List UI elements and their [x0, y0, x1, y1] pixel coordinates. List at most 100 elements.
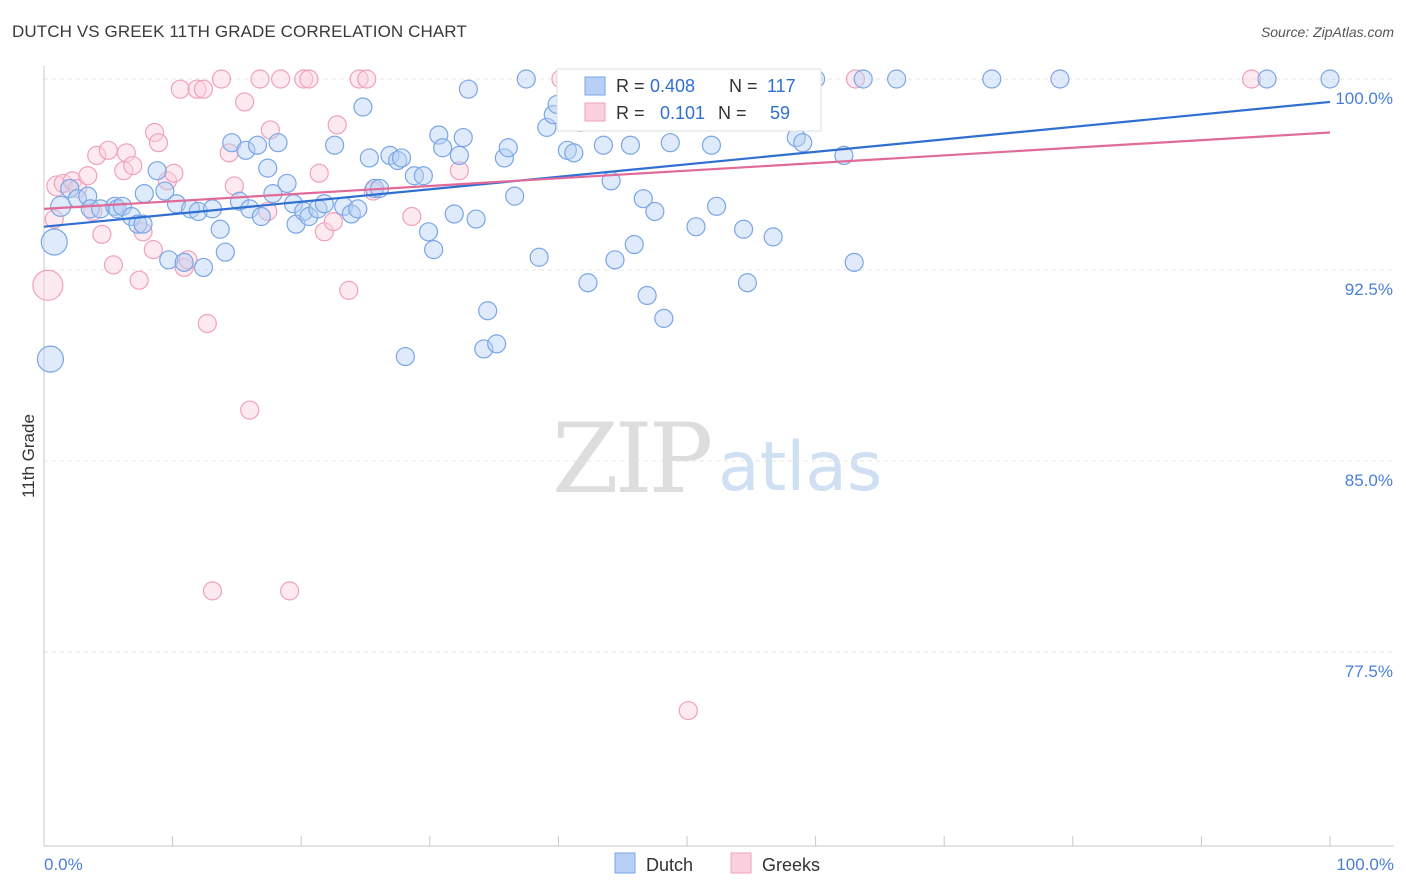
greeks-point	[103, 255, 124, 275]
dutch-point	[247, 135, 268, 155]
greeks-point	[193, 79, 214, 99]
dutch-point	[1050, 69, 1070, 89]
dutch-point	[844, 252, 864, 272]
dutch-point	[314, 194, 334, 214]
dutch-point	[458, 79, 478, 99]
dutch-point	[654, 308, 674, 328]
dutch-point	[1320, 69, 1340, 89]
dutch-point	[620, 135, 641, 155]
y-tick-label: 77.5%	[1345, 662, 1393, 681]
greeks-point	[402, 206, 422, 227]
dutch-point	[645, 201, 665, 222]
greeks-point	[187, 79, 207, 99]
dutch-point	[215, 242, 235, 262]
dutch-trendline	[43, 100, 1331, 228]
dutch-point	[251, 206, 271, 227]
x-tick-label-max: 100.0%	[1336, 855, 1394, 874]
dutch-point	[686, 217, 706, 237]
greeks-point	[357, 69, 377, 89]
legend-dutch-n-value: 117	[767, 76, 796, 96]
dutch-point	[887, 69, 907, 89]
greeks-point	[78, 166, 98, 186]
greeks-point	[143, 240, 163, 260]
y-tick-label: 85.0%	[1345, 471, 1393, 490]
greeks-point	[144, 122, 165, 143]
greeks-point	[211, 69, 232, 89]
dutch-point	[133, 214, 153, 234]
dutch-point	[413, 166, 433, 186]
legend-dutch-r-label: R =	[616, 76, 645, 96]
dutch-point	[174, 252, 194, 272]
greeks-point	[98, 140, 118, 160]
legend-greeks-n-label: N =	[718, 103, 747, 123]
dutch-point	[449, 145, 469, 165]
dutch-point	[498, 138, 518, 158]
dutch-point	[36, 345, 65, 373]
dutch-point	[105, 196, 125, 216]
greeks-point	[449, 161, 469, 181]
legend-series: Dutch Greeks	[614, 852, 820, 875]
greeks-point	[299, 69, 319, 89]
dutch-point	[733, 219, 754, 239]
legend-greeks-r-label: R =	[616, 103, 645, 123]
legend-stats: R = 0.408 N = 117 R = 0.101 N = 59	[556, 68, 822, 132]
x-tick-label-min: 0.0%	[44, 855, 83, 874]
dutch-point	[236, 140, 256, 160]
dutch-point	[624, 234, 644, 255]
dutch-point	[1257, 69, 1277, 89]
dutch-point	[128, 214, 148, 234]
greeks-point	[1241, 69, 1262, 89]
dutch-point	[605, 250, 625, 270]
dutch-point	[453, 127, 473, 148]
greeks-point	[349, 69, 369, 89]
legend-greeks-r-value: 0.101	[660, 103, 705, 123]
greeks-point	[44, 209, 64, 229]
greeks-point	[46, 175, 68, 197]
legend-dutch-swatch	[584, 76, 606, 96]
dutch-point	[348, 199, 368, 219]
dutch-point	[134, 184, 154, 204]
dutch-point	[50, 195, 72, 217]
dutch-point	[147, 161, 167, 181]
dutch-point	[159, 250, 179, 270]
dutch-point	[263, 184, 283, 204]
greeks-point	[294, 69, 314, 89]
legend-bottom-dutch-swatch	[614, 852, 636, 874]
dutch-point	[529, 247, 549, 267]
y-tick-label: 100.0%	[1335, 89, 1393, 108]
dutch-point	[793, 133, 813, 153]
greeks-point	[327, 115, 347, 135]
legend-bottom-greeks-swatch	[730, 852, 752, 874]
y-tick-label: 92.5%	[1345, 280, 1393, 299]
greeks-point	[202, 581, 223, 601]
greeks-point	[280, 581, 300, 601]
greeks-trendline	[43, 131, 1331, 210]
dutch-point	[564, 143, 584, 163]
chart-title: DUTCH VS GREEK 11TH GRADE CORRELATION CH…	[12, 22, 467, 41]
legend-dutch-r-value: 0.408	[650, 76, 695, 96]
dutch-point	[478, 301, 498, 321]
dutch-point	[341, 204, 361, 224]
dutch-point	[737, 273, 758, 293]
dutch-point	[424, 240, 444, 260]
greeks-point	[148, 133, 169, 153]
greeks-point	[197, 313, 217, 334]
dutch-point	[593, 135, 614, 155]
greeks-point	[339, 280, 359, 300]
y-axis-label: 11th Grade	[19, 414, 38, 498]
dutch-point	[516, 69, 536, 89]
dutch-point	[258, 158, 278, 178]
dutch-point	[487, 334, 507, 354]
gridlines	[44, 78, 1394, 653]
axes	[43, 66, 1394, 847]
legend-greeks-n-value: 59	[770, 103, 790, 123]
dutch-point	[706, 196, 727, 216]
greeks-point	[845, 69, 866, 89]
dutch-point	[40, 228, 68, 256]
watermark: ZIP atlas	[552, 403, 882, 515]
x-ticks	[43, 836, 1331, 846]
dutch-point	[633, 189, 653, 209]
greeks-point	[87, 145, 107, 165]
greeks-point	[678, 700, 698, 721]
